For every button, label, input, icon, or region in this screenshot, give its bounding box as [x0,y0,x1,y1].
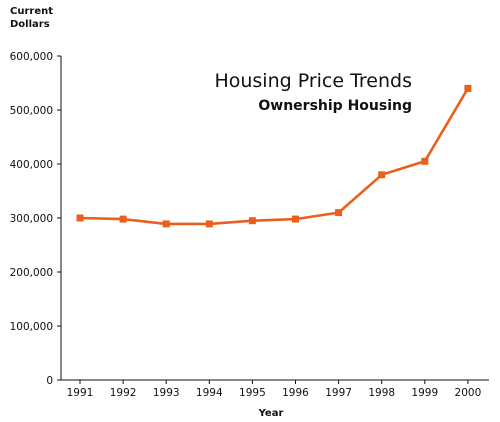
data-point-1999 [421,157,429,165]
data-point-1998 [378,171,386,179]
x-tick-label: 1994 [196,387,223,399]
data-point-1996 [292,215,299,223]
y-axis-ticks: 0 100,000 200,000 300,000 400,000 500,000 600,… [10,51,61,387]
data-point-1993 [162,220,170,228]
chart-title: Housing Price Trends [214,70,412,92]
x-tick-label: 1992 [110,387,137,399]
x-tick-label: 1997 [325,387,352,399]
x-tick-label: 1999 [411,387,438,399]
x-tick-label: 1995 [239,387,266,399]
x-axis-ticks: 1991 1992 1993 1994 1995 1996 1997 1998 1999 2000 [67,380,482,399]
y-axis-label-line-1: Current [10,6,53,17]
series-line [79,87,470,226]
chart-subtitle: Ownership Housing [258,98,412,114]
x-tick-label: 2000 [455,387,482,399]
y-tick-label: 100,000 [10,321,53,333]
y-tick-label: 500,000 [10,105,53,117]
data-point-1992 [119,215,127,223]
data-point-1995 [248,217,256,225]
x-tick-label: 1993 [153,387,180,399]
y-tick-label: 300,000 [10,213,53,225]
y-tick-label: 600,000 [10,51,53,63]
data-point-2000 [464,84,472,92]
data-point-1991 [76,214,84,222]
data-point-1994 [205,220,213,228]
x-tick-label: 1996 [282,387,309,399]
x-tick-label: 1991 [67,387,94,399]
x-tick-label: 1998 [368,387,395,399]
x-axis-label: Year [258,408,284,419]
y-tick-label: 400,000 [10,159,53,171]
y-axis-label-line-2: Dollars [10,19,50,30]
y-tick-label: 0 [46,375,53,387]
data-point-1997 [335,209,343,217]
y-tick-label: 200,000 [10,267,53,279]
series-group [76,84,472,228]
